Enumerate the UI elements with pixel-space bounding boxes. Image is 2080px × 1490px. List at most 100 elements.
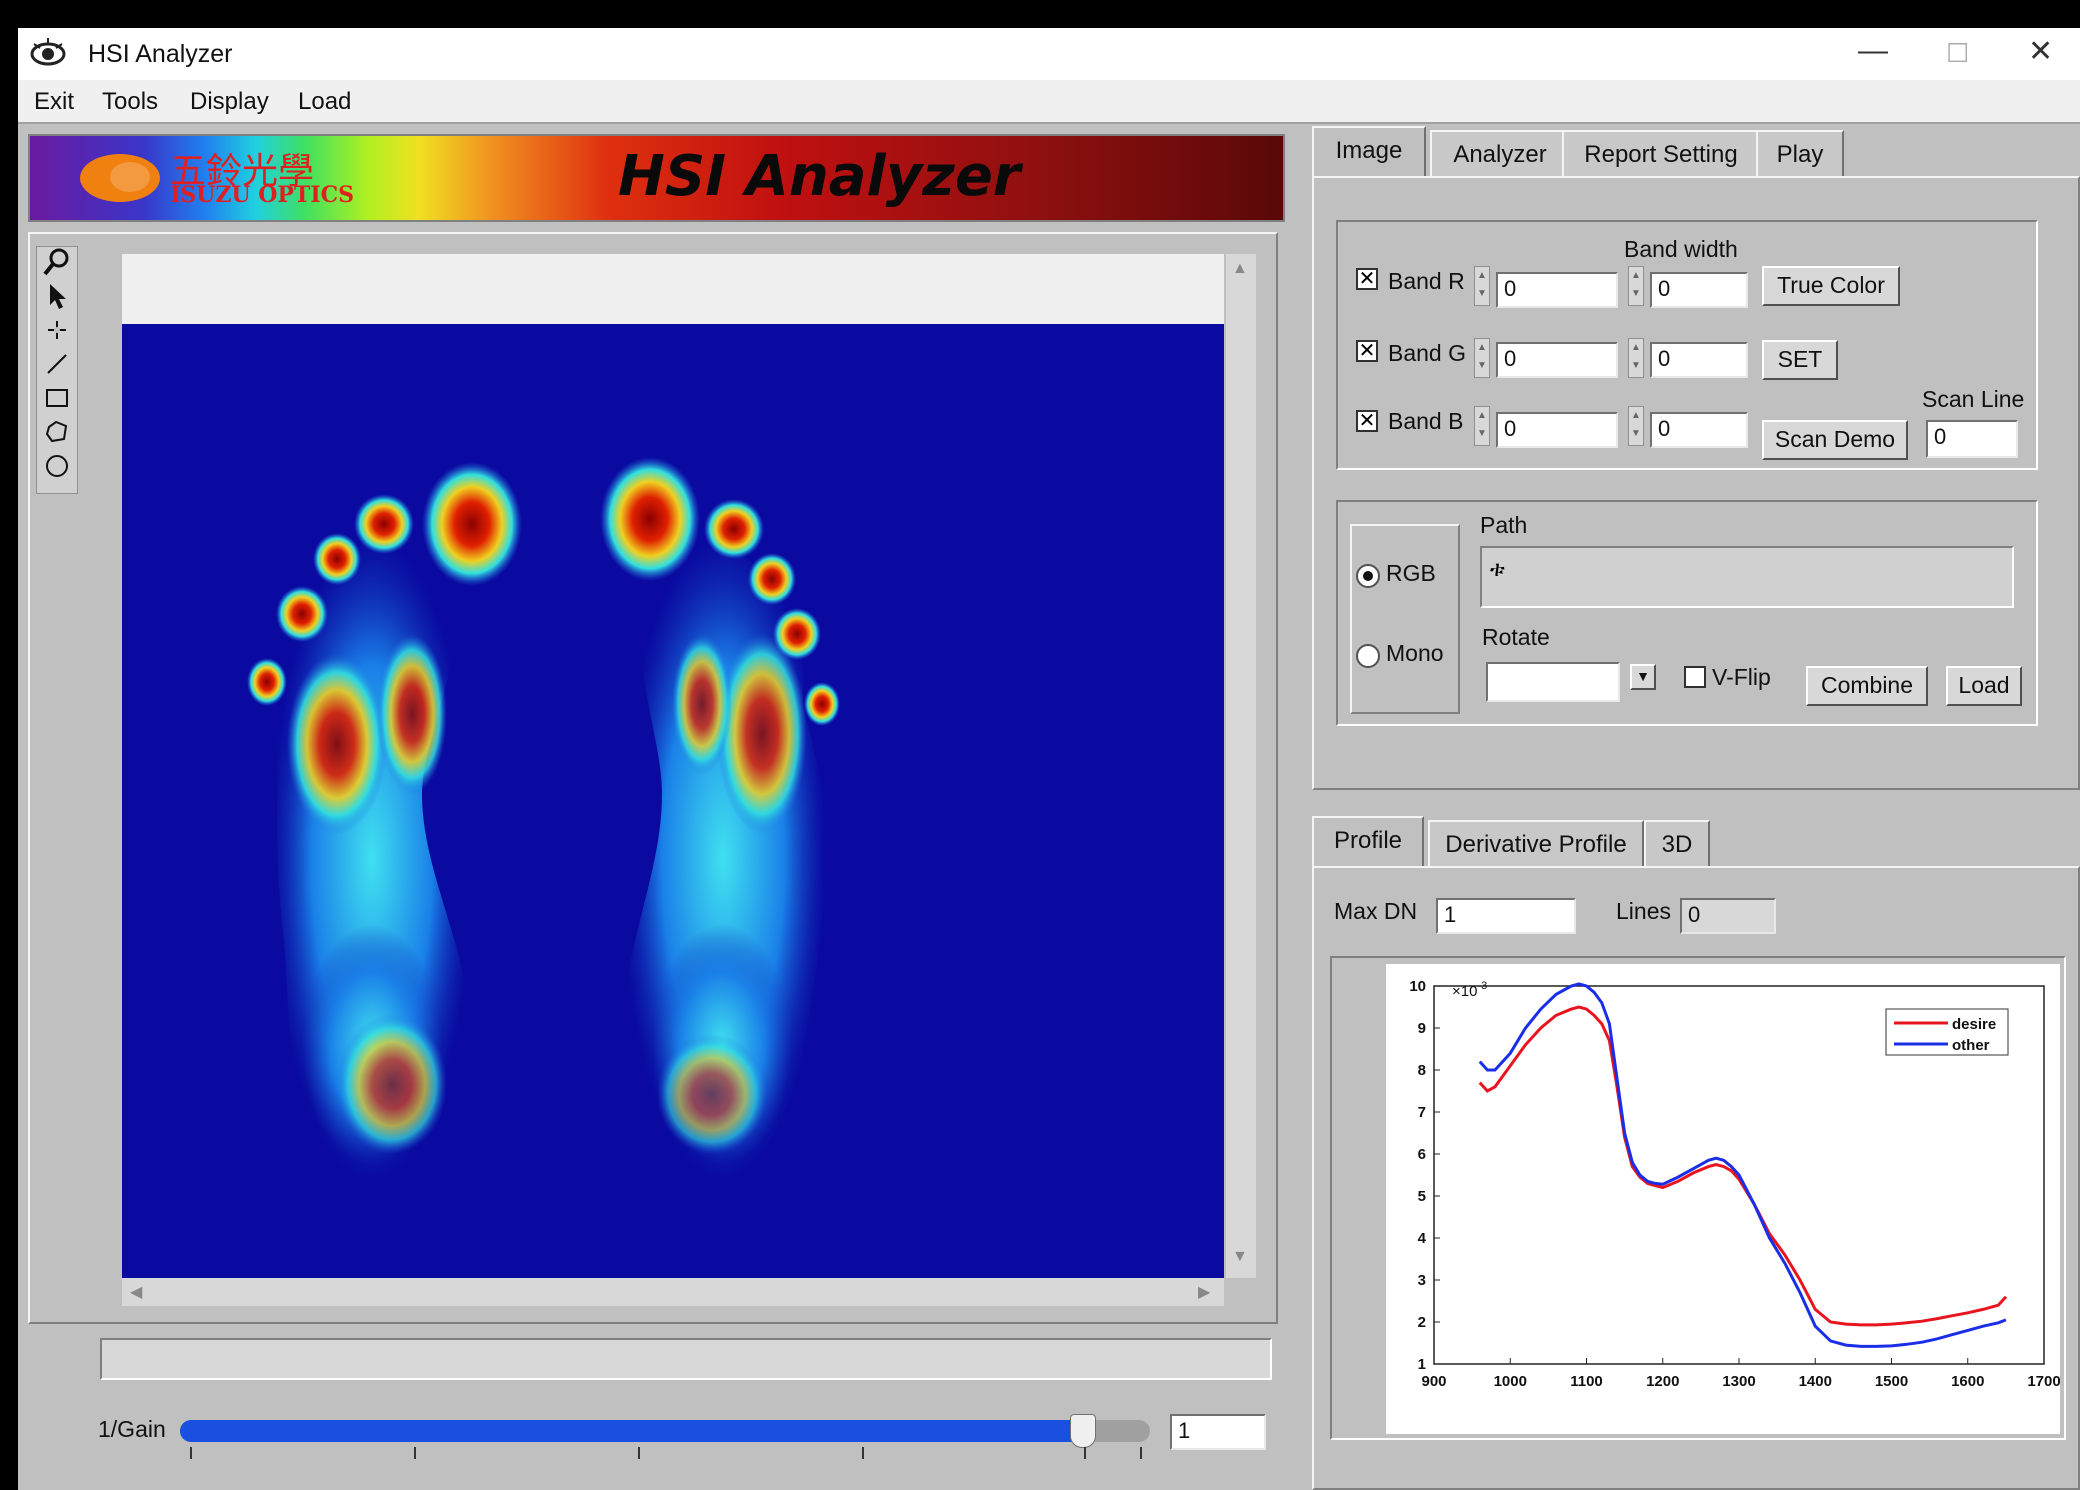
x-tick-label: 1400 — [1799, 1373, 1832, 1390]
tab-play[interactable]: Play — [1756, 130, 1844, 176]
y-tick-label: 5 — [1418, 1188, 1426, 1205]
lines-field[interactable]: 0 — [1680, 898, 1776, 934]
line-icon[interactable] — [40, 349, 74, 381]
band-g-checkbox[interactable]: ✕ — [1356, 340, 1378, 362]
menu-display[interactable]: Display — [190, 88, 269, 115]
vflip-checkbox[interactable] — [1684, 666, 1706, 688]
logo-highlight — [110, 162, 150, 192]
vflip-label: V-Flip — [1712, 664, 1771, 690]
horizontal-scrollbar[interactable]: ◀ ▶ — [122, 1278, 1224, 1306]
path-label: Path — [1480, 512, 1528, 538]
close-button[interactable]: ✕ — [2028, 35, 2054, 68]
y-tick-label: 8 — [1418, 1062, 1426, 1079]
y-tick-label: 9 — [1418, 1020, 1426, 1037]
band-r-value[interactable]: 0 — [1496, 272, 1618, 308]
band-b-spinner[interactable]: ▲ ▼ — [1474, 406, 1490, 446]
bottom-tab-strip: Profile Derivative Profile 3D — [1312, 816, 2080, 876]
band-g-width-spinner[interactable]: ▲ ▼ — [1628, 338, 1644, 378]
x-tick-label: 1300 — [1722, 1373, 1755, 1390]
y-tick-label: 7 — [1418, 1104, 1426, 1121]
tab-profile[interactable]: Profile — [1312, 816, 1424, 868]
banner-title: HSI Analyzer — [618, 144, 1021, 209]
profile-chart[interactable]: 900 1000 1100 1200 1300 1400 1500 1600 1700 1 2 3 4… — [1386, 964, 2061, 1434]
band-b-width-spinner[interactable]: ▲ ▼ — [1628, 406, 1644, 446]
band-r-width-spinner[interactable]: ▲ ▼ — [1628, 266, 1644, 306]
band-b-label: Band B — [1388, 408, 1464, 434]
crosshair-icon[interactable] — [40, 315, 74, 347]
y-tick-label: 6 — [1418, 1146, 1426, 1163]
band-r-checkbox[interactable]: ✕ — [1356, 268, 1378, 290]
scroll-down-icon[interactable]: ▼ — [1232, 1248, 1248, 1265]
mono-radio[interactable] — [1356, 644, 1380, 668]
left-foot-print — [247, 462, 522, 1181]
x-tick-label: 900 — [1421, 1373, 1446, 1390]
x-tick-label: 1600 — [1951, 1373, 1984, 1390]
gain-slider-track[interactable] — [180, 1414, 1150, 1448]
band-g-width[interactable]: 0 — [1650, 342, 1748, 378]
menu-exit[interactable]: Exit — [34, 88, 75, 115]
tab-3d[interactable]: 3D — [1644, 820, 1710, 866]
mode-group — [1350, 524, 1460, 714]
chart-legend: desire other — [1885, 1008, 2009, 1056]
pointer-icon[interactable] — [40, 281, 74, 313]
polygon-icon[interactable] — [40, 417, 74, 449]
y-tick-label: 1 — [1418, 1356, 1426, 1373]
gain-tick — [1084, 1447, 1086, 1459]
band-width-label: Band width — [1624, 236, 1738, 262]
x-tick-label: 1500 — [1875, 1373, 1908, 1390]
zoom-icon[interactable] — [40, 247, 74, 279]
scan-demo-button[interactable]: Scan Demo — [1762, 420, 1908, 460]
path-field[interactable]: ቱ — [1480, 546, 2014, 608]
logo-mark — [80, 154, 160, 202]
tab-report-setting[interactable]: Report Setting — [1562, 130, 1760, 176]
rotate-dropdown-icon[interactable]: ▼ — [1630, 664, 1656, 690]
band-b-checkbox[interactable]: ✕ — [1356, 410, 1378, 432]
combine-button[interactable]: Combine — [1806, 666, 1928, 706]
menu-load[interactable]: Load — [298, 88, 352, 115]
gain-slider-thumb[interactable] — [1070, 1414, 1097, 1448]
rotate-label: Rotate — [1482, 624, 1550, 650]
y-multiplier-label: ×10-3 — [1452, 980, 1487, 1000]
scroll-right-icon[interactable]: ▶ — [1198, 1284, 1211, 1301]
minimize-button[interactable]: — — [1858, 34, 1888, 67]
scroll-left-icon[interactable]: ◀ — [130, 1284, 143, 1301]
max-dn-field[interactable]: 1 — [1436, 898, 1576, 934]
lines-label: Lines — [1616, 898, 1671, 924]
band-r-spinner[interactable]: ▲ ▼ — [1474, 266, 1490, 306]
rectangle-icon[interactable] — [40, 383, 74, 415]
scan-line-field[interactable]: 0 — [1926, 420, 2018, 458]
band-b-width[interactable]: 0 — [1650, 412, 1748, 448]
logo-english-text: ISUZU OPTICS — [170, 182, 355, 208]
tab-analyzer[interactable]: Analyzer — [1430, 130, 1570, 176]
series-desire-line — [1478, 1005, 2008, 1327]
right-foot-print — [600, 457, 840, 1181]
eye-icon — [30, 36, 66, 72]
rotate-field[interactable] — [1486, 662, 1620, 702]
window-title: HSI Analyzer — [88, 40, 233, 68]
load-button[interactable]: Load — [1946, 666, 2022, 706]
tab-image[interactable]: Image — [1312, 126, 1426, 178]
max-dn-label: Max DN — [1334, 898, 1418, 924]
band-g-value[interactable]: 0 — [1496, 342, 1618, 378]
vertical-scrollbar[interactable]: ▲ ▼ — [1226, 254, 1256, 1278]
rgb-radio[interactable] — [1356, 564, 1380, 588]
circle-icon[interactable] — [40, 451, 74, 483]
legend-label-desire: desire — [1952, 1016, 1996, 1033]
band-r-width[interactable]: 0 — [1650, 272, 1748, 308]
menu-tools[interactable]: Tools — [102, 88, 159, 115]
title-bar: HSI Analyzer — ☐ ✕ — [18, 28, 2080, 80]
maximize-button[interactable]: ☐ — [1946, 38, 1970, 68]
y-tick-label: 2 — [1418, 1314, 1426, 1331]
hyperspectral-image[interactable] — [122, 324, 1224, 1278]
set-button[interactable]: SET — [1762, 340, 1838, 380]
menu-bar: Exit Tools Display Load — [18, 80, 2080, 124]
rgb-label: RGB — [1386, 560, 1436, 586]
band-g-spinner[interactable]: ▲ ▼ — [1474, 338, 1490, 378]
scroll-up-icon[interactable]: ▲ — [1232, 260, 1248, 277]
true-color-button[interactable]: True Color — [1762, 266, 1900, 306]
logo-chinese-text: 五鈴光學 — [170, 151, 315, 192]
band-b-value[interactable]: 0 — [1496, 412, 1618, 448]
band-g-label: Band G — [1388, 340, 1466, 366]
tab-derivative-profile[interactable]: Derivative Profile — [1428, 820, 1644, 866]
gain-value-field[interactable]: 1 — [1170, 1414, 1266, 1450]
